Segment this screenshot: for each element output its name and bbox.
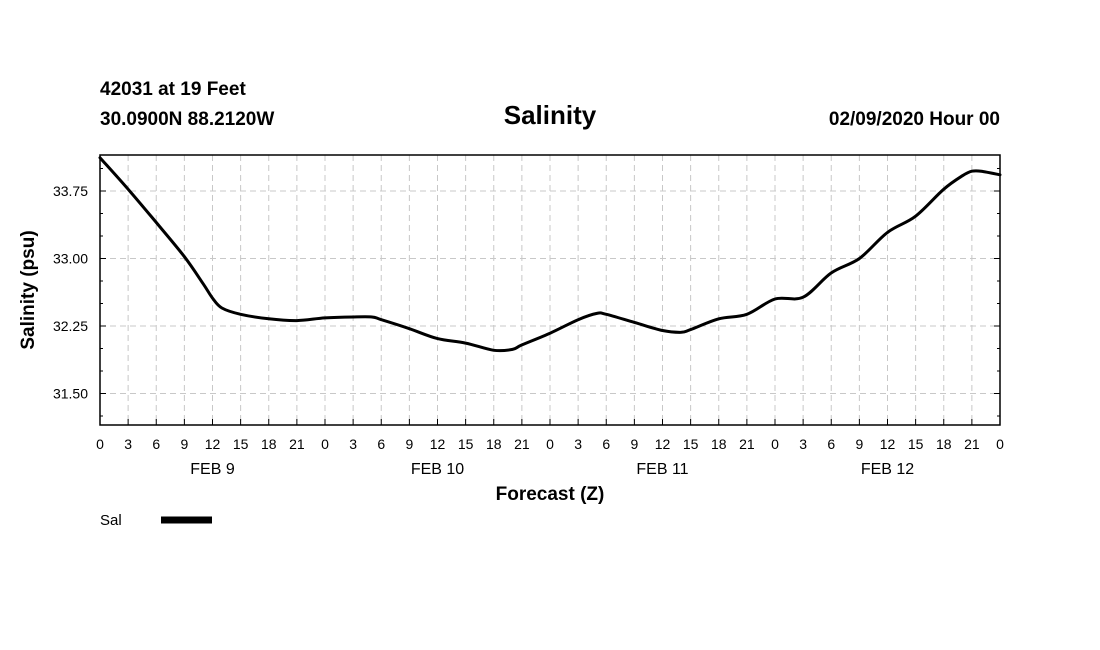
x-tick-label: 21 xyxy=(289,436,305,452)
x-tick-label: 6 xyxy=(827,436,835,452)
x-tick-label: 12 xyxy=(430,436,446,452)
x-tick-label: 15 xyxy=(458,436,474,452)
series-line-sal xyxy=(98,156,1002,353)
x-tick-label: 0 xyxy=(546,436,554,452)
x-tick-label: 0 xyxy=(96,436,104,452)
plot-frame xyxy=(99,154,1001,426)
date-label: FEB 11 xyxy=(636,461,688,478)
x-tick-label: 12 xyxy=(655,436,671,452)
x-tick-label: 0 xyxy=(771,436,779,452)
x-tick-label: 9 xyxy=(630,436,638,452)
legend-label: Sal xyxy=(100,512,122,529)
x-tick-label: 9 xyxy=(180,436,188,452)
x-tick-label: 3 xyxy=(799,436,807,452)
x-tick-label: 3 xyxy=(349,436,357,452)
x-tick-label: 9 xyxy=(405,436,413,452)
y-axis-label: Salinity (psu) xyxy=(18,230,39,349)
x-tick-label: 21 xyxy=(739,436,755,452)
y-tick-label: 33.75 xyxy=(53,183,88,199)
x-tick-label: 15 xyxy=(683,436,699,452)
date-label: FEB 9 xyxy=(190,461,235,478)
x-tick-label: 3 xyxy=(574,436,582,452)
y-tick-label: 32.25 xyxy=(53,318,88,334)
x-tick-label: 6 xyxy=(152,436,160,452)
x-tick-label: 6 xyxy=(602,436,610,452)
chart-title: Salinity xyxy=(504,100,597,130)
x-tick-label: 21 xyxy=(964,436,980,452)
x-tick-label: 0 xyxy=(321,436,329,452)
datetime-label: 02/09/2020 Hour 00 xyxy=(829,109,1000,130)
x-axis-label: Forecast (Z) xyxy=(496,484,605,505)
x-tick-label: 12 xyxy=(880,436,896,452)
x-tick-label: 12 xyxy=(205,436,221,452)
x-tick-label: 9 xyxy=(855,436,863,452)
x-axis-ticks: 0 3 6 9 12 15 18 21 0 3 6 9 12 15 18 21 0 3 6 9 12 15 18 21 0 3 6 9… xyxy=(96,419,1004,452)
location-label: 30.0900N 88.2120W xyxy=(100,109,274,130)
date-labels: FEB 9 FEB 10 FEB 11 FEB 12 xyxy=(190,461,914,478)
grid-lines xyxy=(100,155,1000,425)
x-tick-label: 15 xyxy=(908,436,924,452)
date-label: FEB 12 xyxy=(861,461,914,478)
x-tick-label: 21 xyxy=(514,436,530,452)
y-tick-label: 31.50 xyxy=(53,386,88,402)
station-label: 42031 at 19 Feet xyxy=(100,79,246,100)
x-tick-label: 18 xyxy=(261,436,277,452)
x-tick-label: 15 xyxy=(233,436,249,452)
y-axis-ticks: 31.50 32.25 33.00 33.75 xyxy=(53,183,1000,402)
date-label: FEB 10 xyxy=(411,461,464,478)
x-tick-label: 18 xyxy=(486,436,502,452)
x-tick-label: 18 xyxy=(711,436,727,452)
x-tick-label: 0 xyxy=(996,436,1004,452)
x-tick-label: 6 xyxy=(377,436,385,452)
x-tick-label: 3 xyxy=(124,436,132,452)
y-tick-label: 33.00 xyxy=(53,251,88,267)
x-tick-label: 18 xyxy=(936,436,952,452)
